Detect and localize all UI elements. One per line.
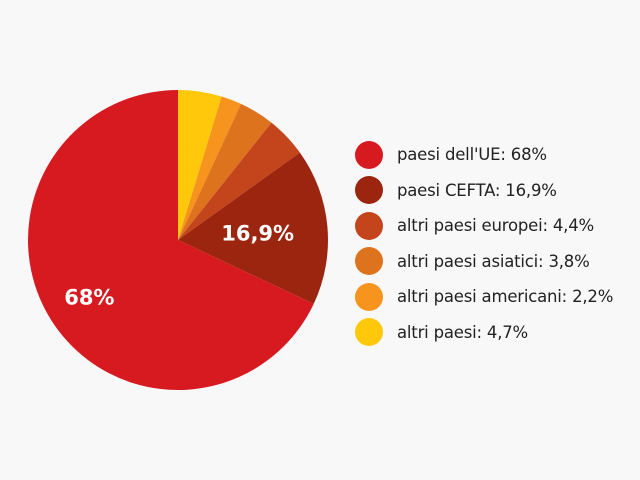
pie-slice	[178, 90, 222, 240]
data-label: 16,9%	[221, 222, 294, 246]
legend-item: altri paesi asiatici: 3,8%	[355, 244, 613, 280]
legend-label: paesi dell'UE: 68%	[397, 145, 547, 165]
legend-label: paesi CEFTA: 16,9%	[397, 180, 557, 200]
legend-swatch	[355, 247, 383, 276]
legend-label: altri paesi europei: 4,4%	[397, 216, 594, 236]
legend-swatch	[355, 176, 383, 205]
data-label: 68%	[64, 285, 114, 309]
legend-item: paesi dell'UE: 68%	[355, 137, 613, 173]
legend-item: altri paesi americani: 2,2%	[355, 279, 613, 315]
pie-slice	[178, 152, 328, 304]
legend-label: altri paesi: 4,7%	[397, 322, 529, 342]
legend-item: altri paesi europei: 4,4%	[355, 208, 613, 244]
legend-swatch	[355, 211, 383, 240]
legend-swatch	[355, 282, 383, 311]
legend-item: paesi CEFTA: 16,9%	[355, 173, 613, 209]
pie-slice	[178, 122, 300, 240]
legend-label: altri paesi asiatici: 3,8%	[397, 251, 590, 271]
legend-item: altri paesi: 4,7%	[355, 315, 613, 351]
pie-slice	[178, 96, 242, 240]
pie-slice	[28, 90, 314, 390]
legend-swatch	[355, 140, 383, 169]
legend-label: altri paesi americani: 2,2%	[397, 287, 614, 307]
legend: paesi dell'UE: 68% paesi CEFTA: 16,9% altr…	[355, 137, 613, 350]
legend-swatch	[355, 318, 383, 347]
pie-slice	[178, 103, 272, 240]
